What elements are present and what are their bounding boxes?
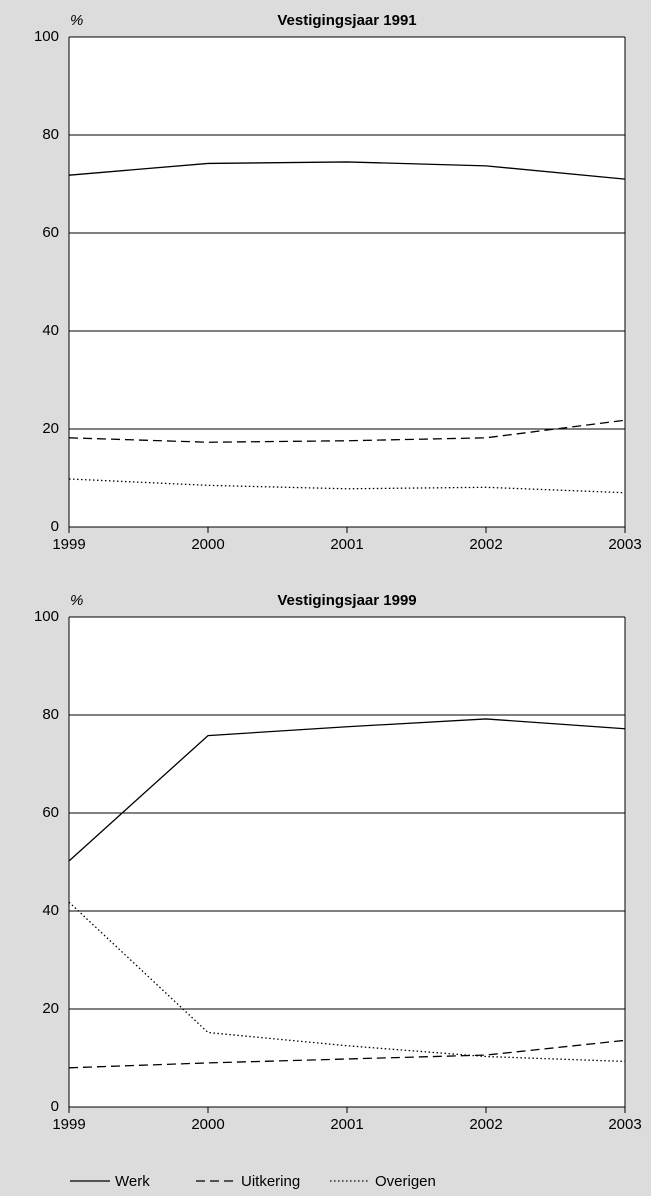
- y-tick-label: 40: [42, 902, 59, 919]
- x-tick-label: 2000: [191, 536, 224, 553]
- y-tick-label: 80: [42, 126, 59, 143]
- data-line: [68, 478, 626, 494]
- x-tick-label: 2001: [330, 536, 363, 553]
- data-line: [68, 419, 626, 443]
- y-tick-label: 20: [42, 420, 59, 437]
- y-tick-label: 0: [51, 518, 59, 535]
- y-tick-label: 20: [42, 1000, 59, 1017]
- x-tick-label: 2002: [469, 536, 502, 553]
- plot-area: [69, 617, 625, 1107]
- y-tick-label: 60: [42, 804, 59, 821]
- x-tick-label: 2003: [608, 536, 641, 553]
- y-tick-label: 60: [42, 224, 59, 241]
- plot-area: [69, 37, 625, 527]
- x-tick-label: 2002: [469, 1116, 502, 1133]
- legend-label: Uitkering: [241, 1173, 300, 1190]
- chart-title: Vestigingsjaar 1991: [277, 12, 416, 29]
- data-line: [68, 718, 626, 862]
- x-tick-label: 2001: [330, 1116, 363, 1133]
- x-tick-label: 1999: [52, 536, 85, 553]
- chart-title: Vestigingsjaar 1999: [277, 592, 416, 609]
- y-axis-label: %: [70, 592, 83, 609]
- y-tick-label: 40: [42, 322, 59, 339]
- y-tick-label: 0: [51, 1098, 59, 1115]
- data-line: [68, 161, 626, 180]
- legend-label: Werk: [115, 1173, 150, 1190]
- x-tick-label: 2000: [191, 1116, 224, 1133]
- y-tick-label: 100: [34, 28, 59, 45]
- legend-label: Overigen: [375, 1173, 436, 1190]
- x-tick-label: 2003: [608, 1116, 641, 1133]
- y-tick-label: 100: [34, 608, 59, 625]
- data-line: [68, 1039, 626, 1069]
- y-tick-label: 80: [42, 706, 59, 723]
- x-tick-label: 1999: [52, 1116, 85, 1133]
- y-axis-label: %: [70, 12, 83, 29]
